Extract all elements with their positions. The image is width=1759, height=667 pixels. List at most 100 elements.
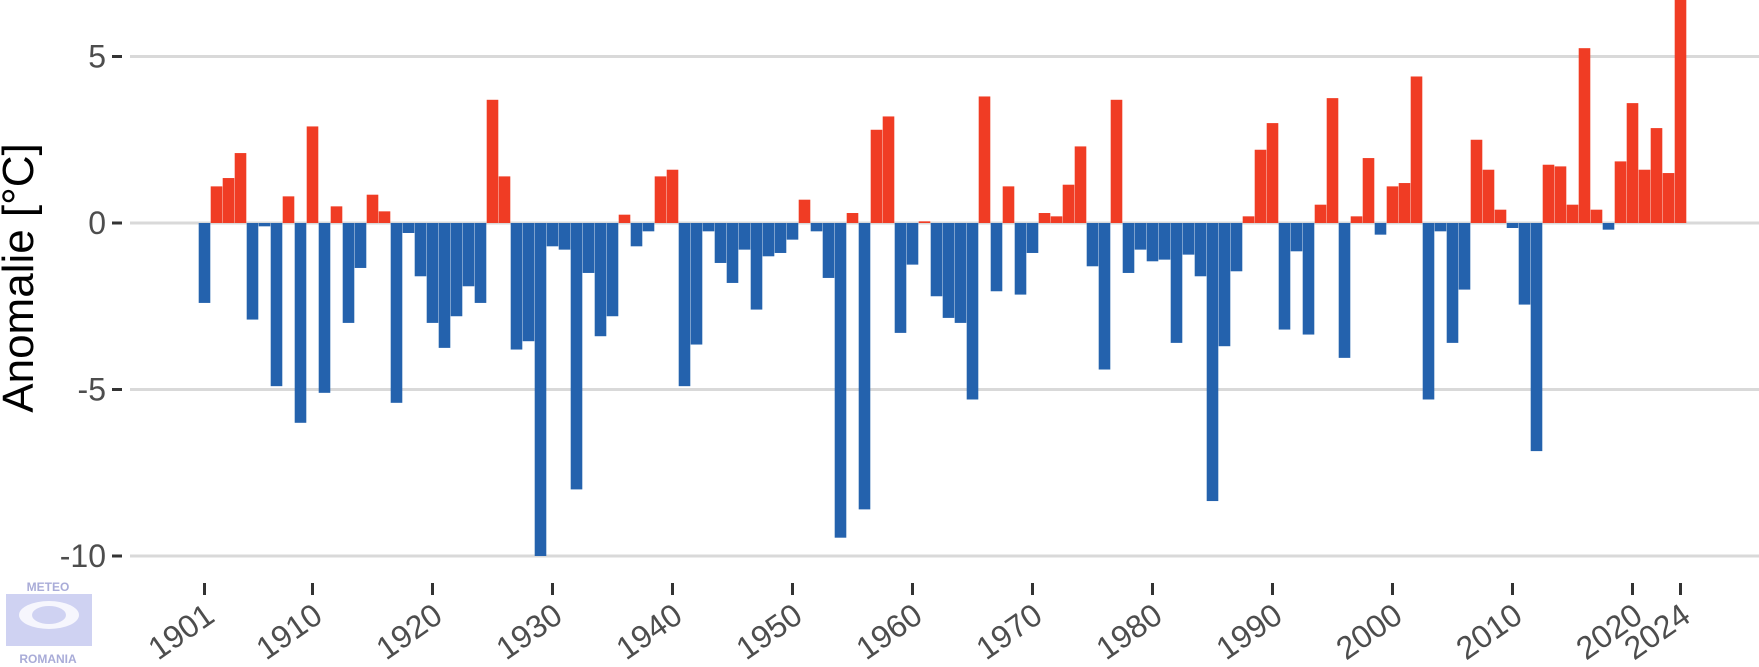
bar-1934 bbox=[594, 223, 607, 337]
bar-1971 bbox=[1038, 213, 1051, 223]
bar-1932 bbox=[570, 223, 583, 490]
bar-1982 bbox=[1170, 223, 1183, 343]
bar-1962 bbox=[930, 223, 943, 297]
bar-2012 bbox=[1530, 223, 1543, 452]
bar-2011 bbox=[1518, 223, 1531, 305]
x-tick-label-1970: 1970 bbox=[970, 596, 1049, 666]
bar-2003 bbox=[1422, 223, 1435, 400]
bar-1968 bbox=[1002, 186, 1015, 223]
x-tick-label-1950: 1950 bbox=[730, 596, 809, 666]
x-tick-label-2010: 2010 bbox=[1450, 596, 1529, 666]
bar-2015 bbox=[1566, 204, 1579, 223]
y-axis: 5 0 -5 -10 bbox=[60, 39, 122, 574]
bar-1903 bbox=[222, 178, 235, 223]
bar-2010 bbox=[1506, 223, 1519, 228]
bar-1927 bbox=[510, 223, 523, 350]
bar-2002 bbox=[1410, 76, 1423, 223]
bar-1964 bbox=[954, 223, 967, 323]
bar-1988 bbox=[1242, 216, 1255, 223]
bar-1953 bbox=[822, 223, 835, 278]
bar-2005 bbox=[1446, 223, 1459, 343]
bar-1990 bbox=[1266, 123, 1279, 223]
bar-1987 bbox=[1230, 223, 1243, 272]
bar-1930 bbox=[546, 223, 559, 247]
bar-1952 bbox=[810, 223, 823, 232]
bar-1925 bbox=[486, 99, 499, 223]
bar-1941 bbox=[678, 223, 691, 387]
bar-1950 bbox=[786, 223, 799, 240]
bar-1912 bbox=[330, 206, 343, 223]
bar-1933 bbox=[582, 223, 595, 273]
bar-1969 bbox=[1014, 223, 1027, 295]
x-tick-label-1980: 1980 bbox=[1090, 596, 1169, 666]
bar-1942 bbox=[690, 223, 703, 345]
bar-1910 bbox=[306, 126, 319, 223]
bar-2016 bbox=[1578, 48, 1591, 223]
bar-1997 bbox=[1350, 216, 1363, 223]
x-axis: 1901 1910 1920 1930 1940 1950 1960 1970 1980 1990… bbox=[142, 583, 1697, 667]
bar-1972 bbox=[1050, 216, 1063, 223]
bar-2023 bbox=[1662, 173, 1675, 223]
bar-1914 bbox=[354, 223, 367, 268]
y-tick-label-5: 5 bbox=[88, 39, 106, 75]
y-tick-label--10: -10 bbox=[60, 538, 106, 574]
bar-1913 bbox=[342, 223, 355, 323]
bar-1985 bbox=[1206, 223, 1219, 502]
bar-1907 bbox=[270, 223, 283, 387]
logo-bottom-text: ROMANIA bbox=[19, 652, 77, 666]
bar-1991 bbox=[1278, 223, 1291, 330]
bar-1931 bbox=[558, 223, 571, 250]
bar-2020 bbox=[1626, 103, 1639, 223]
bar-1967 bbox=[990, 223, 1003, 292]
bar-1980 bbox=[1146, 223, 1159, 262]
bar-1979 bbox=[1134, 223, 1147, 250]
bar-1996 bbox=[1338, 223, 1351, 358]
logo-emblem-inner bbox=[32, 606, 66, 624]
bar-1929 bbox=[534, 223, 547, 556]
bar-1958 bbox=[882, 116, 895, 223]
bar-1905 bbox=[246, 223, 259, 320]
bar-1917 bbox=[390, 223, 403, 403]
bar-2022 bbox=[1650, 128, 1663, 223]
bar-1939 bbox=[654, 176, 667, 223]
bar-2001 bbox=[1398, 183, 1411, 223]
y-tick-label--5: -5 bbox=[78, 372, 106, 408]
bars-group bbox=[198, 0, 1687, 556]
bar-1976 bbox=[1098, 223, 1111, 370]
bar-2006 bbox=[1458, 223, 1471, 290]
bar-1924 bbox=[474, 223, 487, 303]
bar-1995 bbox=[1326, 98, 1339, 223]
bar-1957 bbox=[870, 129, 883, 223]
bar-1998 bbox=[1362, 158, 1375, 223]
bar-1936 bbox=[618, 214, 631, 223]
bar-1951 bbox=[798, 199, 811, 223]
x-tick-label-1960: 1960 bbox=[850, 596, 929, 666]
bar-1978 bbox=[1122, 223, 1135, 273]
bar-1908 bbox=[282, 196, 295, 223]
x-tick-label-1930: 1930 bbox=[490, 596, 569, 666]
bar-1937 bbox=[630, 223, 643, 247]
bar-2007 bbox=[1470, 139, 1483, 223]
bar-2021 bbox=[1638, 169, 1651, 223]
bar-1945 bbox=[726, 223, 739, 283]
bar-1994 bbox=[1314, 204, 1327, 223]
bar-1986 bbox=[1218, 223, 1231, 347]
bar-1920 bbox=[426, 223, 439, 323]
x-tick-label-1990: 1990 bbox=[1210, 596, 1289, 666]
bar-1949 bbox=[774, 223, 787, 253]
bar-2000 bbox=[1386, 186, 1399, 223]
bar-1926 bbox=[498, 176, 511, 223]
bar-1960 bbox=[906, 223, 919, 265]
bar-2009 bbox=[1494, 209, 1507, 223]
bar-1983 bbox=[1182, 223, 1195, 255]
bar-1906 bbox=[258, 223, 271, 227]
bar-1959 bbox=[894, 223, 907, 333]
bar-2018 bbox=[1602, 223, 1615, 230]
bar-2019 bbox=[1614, 161, 1627, 223]
bar-1974 bbox=[1074, 146, 1087, 223]
bar-1915 bbox=[366, 194, 379, 223]
x-tick-label-2000: 2000 bbox=[1330, 596, 1409, 666]
bar-1954 bbox=[834, 223, 847, 538]
logo-top-text: METEO bbox=[27, 580, 70, 594]
